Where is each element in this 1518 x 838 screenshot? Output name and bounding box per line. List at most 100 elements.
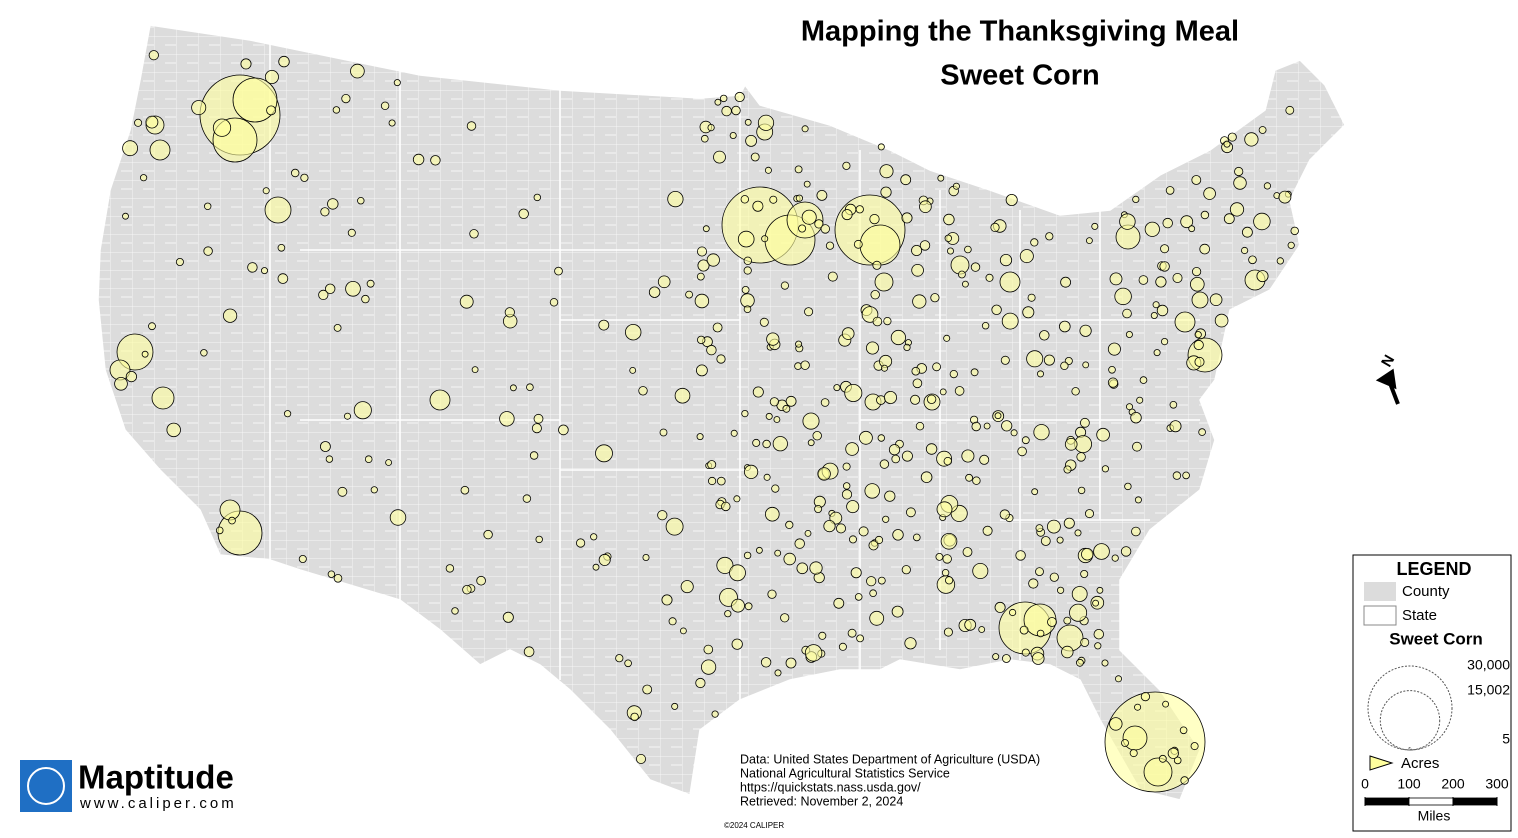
corn-symbol — [1162, 217, 1173, 229]
corn-symbol — [1092, 599, 1099, 607]
corn-symbol — [930, 293, 940, 303]
corn-symbol — [298, 555, 307, 564]
corn-symbol — [978, 626, 986, 633]
corn-symbol — [642, 684, 653, 695]
logo: Maptitude www.caliper.com — [20, 759, 234, 812]
corn-symbol — [961, 449, 975, 463]
corn-symbol — [412, 153, 425, 166]
corn-symbol — [912, 378, 923, 389]
corn-symbol — [911, 244, 923, 256]
source-line: Retrieved: November 2, 2024 — [740, 794, 903, 808]
corn-symbol — [1101, 465, 1110, 473]
corn-symbol — [657, 275, 671, 289]
corn-symbol — [1124, 482, 1132, 491]
corn-symbol — [697, 246, 708, 257]
corn-symbol — [1169, 420, 1182, 433]
corn-symbol — [697, 259, 710, 272]
corn-symbol — [1191, 291, 1209, 309]
corn-symbol — [1036, 629, 1045, 638]
corn-symbol — [763, 473, 771, 481]
corn-symbol — [145, 115, 159, 129]
corn-symbol — [1035, 567, 1044, 576]
corn-symbol — [667, 191, 684, 208]
corn-symbol — [712, 322, 723, 333]
corn-symbol — [1093, 629, 1105, 640]
corn-symbol — [845, 442, 859, 456]
corn-symbols — [109, 50, 1299, 793]
corn-symbol — [962, 547, 973, 557]
corn-symbol — [1080, 637, 1090, 647]
corn-symbol — [700, 659, 717, 675]
corn-symbol — [958, 270, 966, 279]
corn-symbol — [522, 494, 532, 503]
corn-symbol — [1290, 226, 1299, 236]
corn-symbol — [1074, 529, 1082, 537]
corn-symbol — [795, 340, 803, 348]
corn-symbol — [1033, 424, 1050, 441]
corn-symbol — [807, 439, 815, 447]
corn-symbol — [872, 260, 882, 270]
corn-symbol — [380, 101, 390, 110]
corn-symbol — [700, 134, 709, 143]
corn-symbol — [1162, 700, 1169, 708]
corn-symbol — [451, 607, 459, 615]
corn-symbol — [1223, 213, 1235, 225]
corn-symbol — [743, 305, 752, 314]
corn-symbol — [812, 431, 822, 441]
corn-symbol — [954, 386, 965, 396]
corn-symbol — [502, 611, 514, 623]
corn-symbol — [1017, 446, 1027, 457]
corn-symbol — [1026, 350, 1044, 368]
corn-symbol — [859, 430, 873, 445]
corn-symbol — [883, 316, 892, 326]
corn-symbol — [983, 422, 991, 430]
corn-symbol — [393, 79, 401, 87]
corn-symbol — [910, 394, 921, 405]
corn-symbol — [141, 350, 149, 358]
corn-symbol — [1287, 241, 1295, 249]
subtitle: Sweet Corn — [940, 60, 1100, 92]
corn-symbol — [943, 213, 955, 226]
corn-symbol — [219, 499, 241, 521]
corn-symbol — [869, 610, 885, 626]
corn-symbol — [911, 366, 921, 376]
corn-symbol — [1071, 586, 1088, 602]
corn-symbol — [1081, 548, 1094, 561]
corn-symbol — [911, 263, 924, 277]
scale-tick-label: 100 — [1397, 776, 1421, 792]
corn-symbol — [122, 140, 139, 157]
corn-symbol — [277, 244, 286, 252]
corn-symbol — [1045, 232, 1054, 241]
corn-symbol — [850, 567, 862, 579]
corn-symbol — [877, 143, 885, 151]
corn-symbol — [1001, 420, 1013, 432]
legend-county-swatch — [1364, 582, 1396, 601]
corn-symbol — [1194, 356, 1205, 367]
corn-symbol — [879, 164, 894, 179]
corn-symbol — [833, 597, 845, 609]
corn-symbol — [1134, 703, 1142, 711]
corn-symbol — [260, 267, 268, 275]
corn-symbol — [535, 535, 543, 544]
corn-symbol — [935, 553, 944, 561]
corn-symbol — [203, 202, 212, 210]
corn-symbol — [1079, 324, 1092, 337]
corn-symbol — [841, 209, 853, 221]
corn-symbol — [499, 411, 515, 427]
corn-symbol — [674, 387, 691, 404]
corn-symbol — [762, 439, 771, 449]
corn-symbol — [1069, 603, 1088, 622]
corn-symbol — [350, 63, 365, 79]
corn-symbol — [944, 234, 952, 242]
corn-symbol — [1107, 377, 1119, 388]
corn-symbol — [595, 444, 613, 463]
corn-symbol — [785, 520, 794, 530]
corn-symbol — [1161, 337, 1169, 346]
corn-symbol — [531, 423, 542, 434]
corn-symbol — [794, 538, 805, 549]
corn-symbol — [518, 208, 529, 220]
corn-symbol — [1122, 308, 1132, 319]
corn-symbol — [884, 490, 896, 502]
corn-symbol — [1203, 187, 1216, 200]
